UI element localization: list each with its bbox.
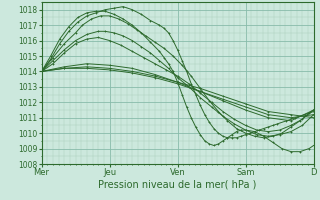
X-axis label: Pression niveau de la mer( hPa ): Pression niveau de la mer( hPa ) [99,180,257,190]
